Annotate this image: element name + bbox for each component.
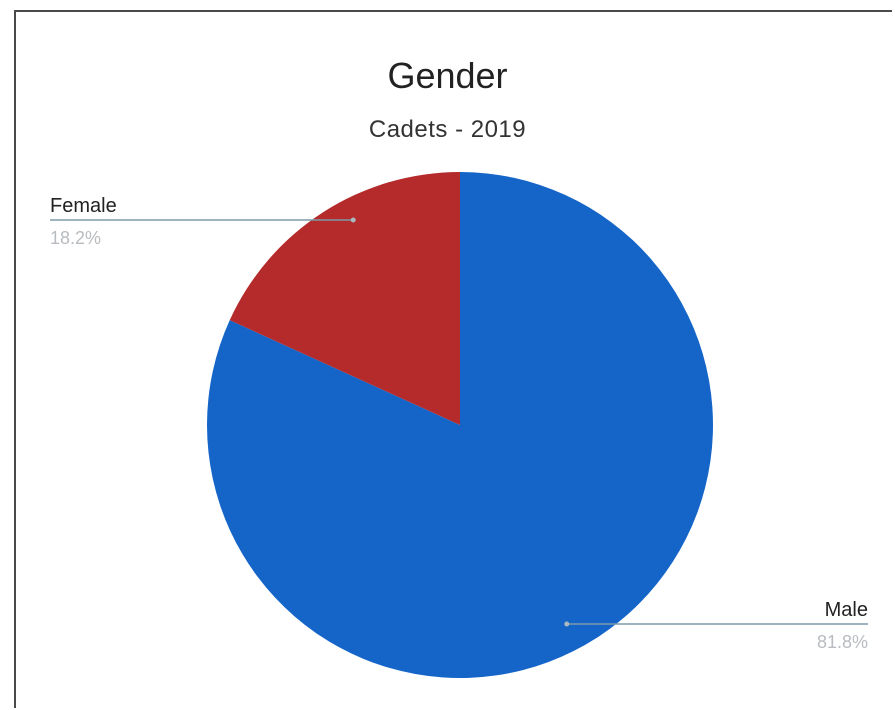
pie-slice-female (229, 172, 460, 425)
slice-value-female: 18.2% (50, 228, 101, 248)
leader-dot-male (564, 621, 570, 627)
pie-slice-male (206, 172, 713, 679)
chart-subtitle: Cadets - 2019 (368, 116, 527, 143)
slice-label-male: Male (825, 599, 868, 621)
leader-dot-female (350, 217, 356, 223)
slice-value-male: 81.8% (817, 632, 868, 652)
slice-label-female: Female (50, 195, 117, 217)
chart-title: Gender (387, 55, 508, 96)
